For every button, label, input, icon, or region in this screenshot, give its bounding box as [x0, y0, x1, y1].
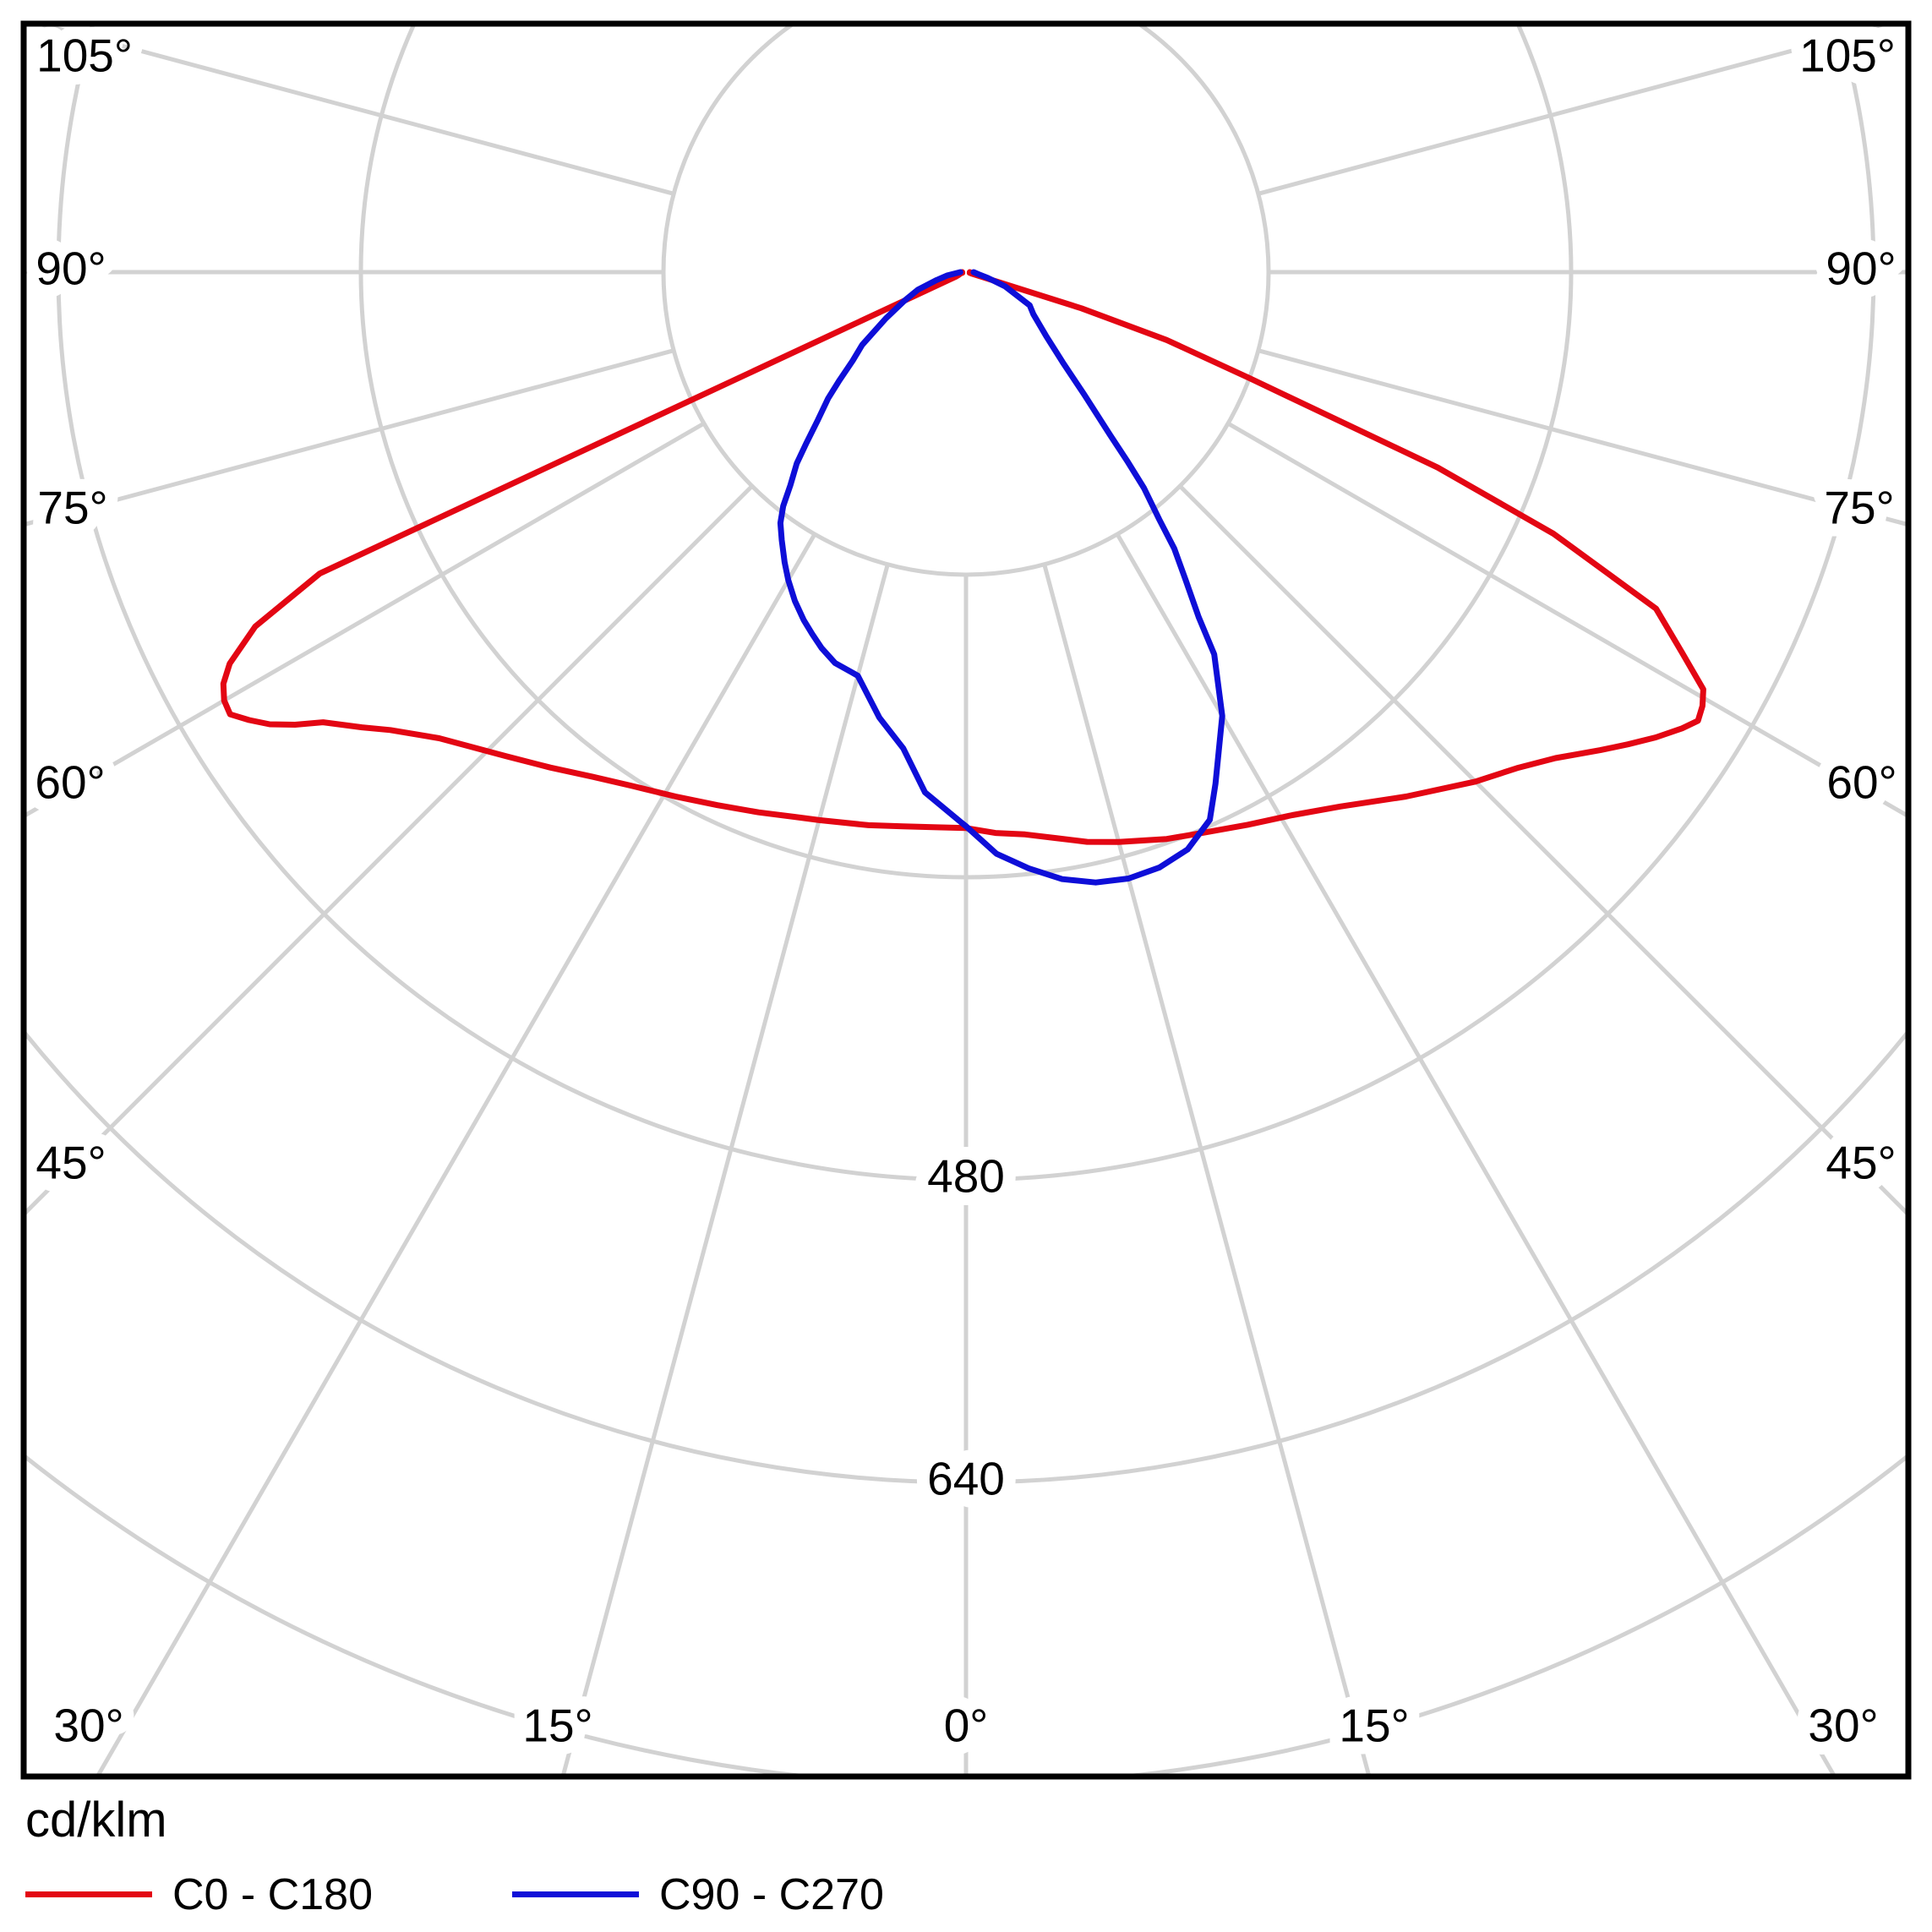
legend-item-c90-c270: C90 - C270: [512, 1869, 884, 1920]
curve-C0-C180: [220, 269, 1706, 845]
angle-label-8: 15°: [1339, 1700, 1409, 1752]
grid-ray--60: [1226, 421, 1906, 817]
grid-ring-160: [661, 26, 1271, 577]
angle-label-1: 90°: [35, 243, 106, 295]
blue-line-swatch: [512, 1891, 639, 1898]
angle-label-10: 45°: [1826, 1137, 1896, 1189]
grid-ray-60: [26, 421, 706, 817]
angle-label-13: 90°: [1826, 243, 1896, 295]
angle-label-12: 75°: [1824, 482, 1894, 534]
grid-ray-15: [561, 564, 890, 1774]
ring-label-640: 640: [927, 1453, 1005, 1505]
grid-ray--45: [1178, 484, 1906, 1215]
legend-row: C0 - C180 C90 - C270: [25, 1869, 1902, 1920]
grid-ray-30: [96, 532, 817, 1774]
grid-ray--75: [1258, 348, 1906, 527]
legend-item-c0-c180: C0 - C180: [25, 1869, 373, 1920]
angle-label-6: 15°: [522, 1700, 592, 1752]
legend: cd/klm C0 - C180 C90 - C270: [25, 1793, 1902, 1920]
legend-label-c90-c270: C90 - C270: [659, 1869, 884, 1919]
grid-ray-45: [26, 484, 754, 1215]
angle-label-9: 30°: [1808, 1700, 1878, 1752]
grid-ray-75: [26, 348, 674, 527]
grid-ray-105: [40, 26, 674, 196]
angle-label-11: 60°: [1826, 756, 1897, 809]
legend-unit-label: cd/klm: [25, 1793, 167, 1847]
ring-label-480: 480: [927, 1150, 1005, 1203]
grid-ray--30: [1115, 532, 1836, 1774]
grid-ray--15: [1042, 564, 1371, 1774]
angle-label-3: 60°: [35, 756, 105, 809]
curve-C90-C270: [777, 269, 1225, 886]
angle-label-5: 30°: [53, 1700, 123, 1752]
angle-label-7: 0°: [944, 1700, 989, 1752]
red-line-swatch: [25, 1891, 152, 1898]
angle-label-2: 75°: [37, 482, 107, 534]
legend-label-c0-c180: C0 - C180: [172, 1869, 373, 1919]
angle-label-0: 105°: [36, 30, 133, 82]
grid-ray--105: [1258, 26, 1892, 196]
angle-label-14: 105°: [1799, 30, 1896, 82]
plot-frame: [20, 20, 1912, 1780]
angle-label-4: 45°: [35, 1137, 106, 1189]
